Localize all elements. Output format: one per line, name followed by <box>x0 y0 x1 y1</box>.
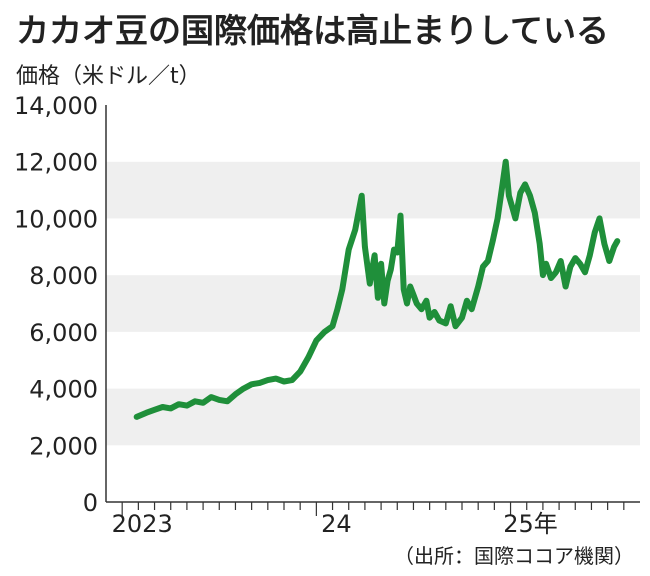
grid-band <box>106 331 640 389</box>
y-tick-label: 8,000 <box>29 262 98 290</box>
y-tick-label: 2,000 <box>29 432 98 460</box>
source-note: （出所：国際ココア機関） <box>394 544 634 568</box>
x-tick-label: 2023 <box>112 510 173 538</box>
x-tick-label: 24 <box>321 510 352 538</box>
y-tick-label: 10,000 <box>14 205 98 233</box>
grid-band <box>106 161 640 219</box>
y-axis-label: 価格（米ドル／t） <box>16 64 201 89</box>
y-tick-label: 0 <box>83 489 98 517</box>
y-tick-label: 14,000 <box>14 92 98 120</box>
price-series-line <box>133 158 621 420</box>
grid-band <box>106 275 640 332</box>
grid-band <box>106 105 640 162</box>
x-tick-label: 25年 <box>503 510 558 538</box>
grid-band <box>106 388 640 446</box>
chart-title: カカオ豆の国際価格は高止まりしている <box>16 11 610 50</box>
y-tick-label: 6,000 <box>29 319 98 347</box>
y-tick-label: 12,000 <box>14 149 98 177</box>
y-tick-label: 4,000 <box>29 376 98 404</box>
grid-band <box>106 445 640 502</box>
